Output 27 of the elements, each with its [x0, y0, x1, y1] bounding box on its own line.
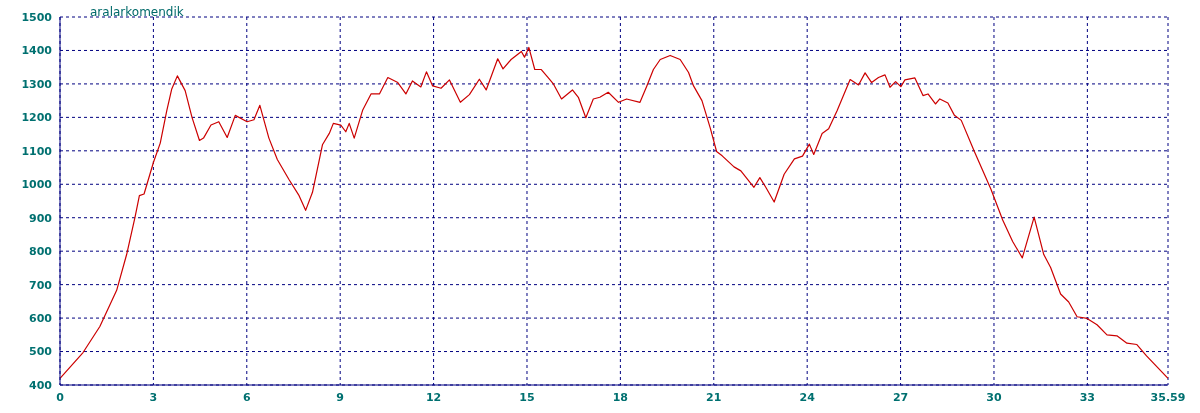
x-tick-label: 27 [892, 390, 909, 404]
x-tick-label: 35.59 [1150, 390, 1186, 404]
y-tick-label: 1300 [21, 77, 53, 91]
y-tick-label: 600 [29, 312, 53, 325]
y-tick-label: 400 [29, 378, 53, 392]
y-tick-label: 800 [29, 245, 53, 259]
x-tick-label: 15 [519, 390, 535, 404]
x-tick-label: 30 [986, 390, 1002, 404]
y-tick-label: 500 [29, 345, 53, 359]
chart-title: aralarkomendik [90, 5, 184, 19]
x-tick-label: 21 [706, 390, 722, 404]
y-tick-label: 1200 [21, 111, 53, 125]
y-tick-label: 1400 [21, 44, 53, 58]
y-tick-label: 700 [29, 278, 53, 292]
x-tick-label: 18 [612, 390, 629, 404]
x-tick-label: 24 [799, 390, 816, 404]
y-tick-label: 1000 [21, 178, 53, 192]
x-tick-label: 33 [1079, 390, 1096, 404]
x-tick-label: 6 [242, 390, 251, 404]
x-tick-label: 3 [149, 390, 158, 404]
x-tick-label: 9 [336, 390, 345, 404]
x-tick-label: 0 [56, 390, 65, 404]
y-tick-label: 1500 [21, 10, 53, 24]
y-tick-label: 1100 [21, 144, 53, 158]
line-series [60, 46, 1168, 379]
x-tick-label: 12 [425, 390, 442, 404]
y-tick-label: 900 [29, 211, 53, 225]
